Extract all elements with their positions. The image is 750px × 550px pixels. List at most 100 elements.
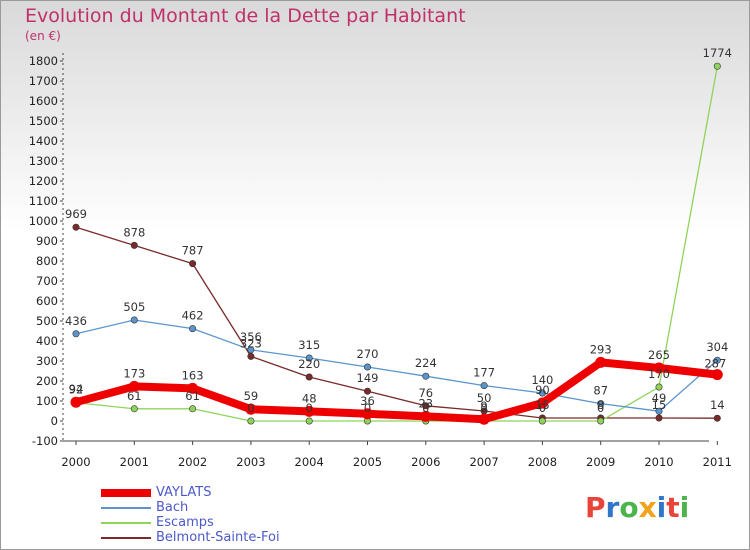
data-label: 0 (364, 401, 371, 415)
data-point (72, 223, 80, 231)
y-tick-label: 300 (36, 354, 58, 368)
data-point (422, 402, 430, 410)
data-label: 94 (69, 382, 84, 396)
data-point (478, 413, 490, 425)
data-point (653, 362, 665, 374)
data-label: 49 (652, 391, 667, 405)
data-label: 170 (648, 367, 670, 381)
legend-swatch-escamps (101, 521, 151, 524)
data-point (305, 354, 313, 362)
data-point (362, 408, 373, 420)
data-point (597, 417, 605, 425)
data-label: 9 (480, 399, 487, 413)
data-label: 265 (648, 348, 670, 362)
y-tick-label: 600 (36, 294, 58, 308)
x-tick-label: 2005 (353, 455, 382, 469)
data-point (713, 414, 721, 422)
data-point (130, 241, 138, 249)
data-label: 969 (65, 207, 87, 221)
data-point (713, 62, 721, 70)
data-point (655, 407, 663, 415)
data-point (538, 389, 546, 397)
data-label: 8 (597, 398, 604, 412)
data-point (711, 369, 723, 381)
x-tick-label: 2000 (61, 455, 90, 469)
data-point (130, 405, 138, 413)
data-point (247, 346, 255, 354)
logo-letter: x (638, 491, 657, 524)
data-label: 787 (182, 244, 204, 258)
y-tick-label: 500 (36, 314, 58, 328)
series-line-escamps (75, 66, 718, 422)
legend-label: VAYLATS (156, 485, 212, 500)
data-point (305, 417, 313, 425)
data-label: 878 (123, 225, 145, 239)
data-point (713, 356, 721, 364)
data-point (536, 397, 548, 409)
logo-letter: o (619, 491, 639, 524)
data-label: 0 (480, 401, 487, 415)
x-tick-label: 2009 (586, 455, 615, 469)
y-tick-label: 1500 (29, 114, 58, 128)
legend-label: Escamps (156, 515, 214, 530)
series-line-bach (75, 319, 718, 412)
y-tick-label: 1800 (29, 54, 58, 68)
data-label: 92 (69, 383, 84, 397)
legend-item: Escamps (101, 515, 280, 530)
data-point (130, 316, 138, 324)
x-tick-label: 2010 (644, 455, 673, 469)
data-label: 224 (415, 356, 437, 370)
logo-letter: i (656, 491, 667, 524)
chart-title: Evolution du Montant de la Dette par Hab… (25, 5, 466, 27)
y-tick-label: 1100 (29, 194, 58, 208)
data-point (422, 372, 430, 380)
data-point (303, 405, 315, 417)
x-tick-label: 2011 (703, 455, 732, 469)
y-tick-label: 1200 (29, 174, 58, 188)
data-point (189, 325, 197, 333)
data-point (247, 352, 255, 360)
data-label: 0 (306, 401, 313, 415)
data-point (245, 403, 257, 415)
data-label: 15 (652, 398, 667, 412)
data-label: 0 (422, 401, 429, 415)
y-tick-label: 400 (36, 334, 58, 348)
data-label: 270 (357, 347, 379, 361)
data-label: 436 (65, 314, 87, 328)
data-labels: 94 173 163 59 48 36 23 9 90 293 265 436 505 462 356 315… (65, 46, 732, 415)
data-point (655, 414, 663, 422)
y-tick-label: 1300 (29, 154, 58, 168)
y-tick-label: 1700 (29, 74, 58, 88)
data-point (597, 400, 605, 408)
data-point (305, 373, 313, 381)
data-label: 293 (590, 342, 612, 356)
logo-letter: i (679, 491, 690, 524)
data-label: 505 (123, 300, 145, 314)
data-label: 0 (247, 401, 254, 415)
legend-swatch-vaylats (101, 488, 151, 497)
data-point (595, 356, 607, 368)
data-label: 87 (593, 384, 608, 398)
legend-swatch-bach (101, 506, 151, 509)
data-label: 0 (597, 401, 604, 415)
data-point (189, 260, 197, 268)
y-tick-label: 700 (36, 274, 58, 288)
data-label: 140 (531, 373, 553, 387)
x-tick-label: 2008 (528, 455, 557, 469)
data-point (655, 383, 663, 391)
data-label: 1774 (703, 46, 732, 60)
data-label: 90 (535, 383, 550, 397)
data-label: 50 (477, 391, 492, 405)
chart-unit-label: (en €) (25, 29, 61, 43)
data-label: 149 (357, 371, 379, 385)
series-line-belmont-sainte-foi (75, 226, 718, 419)
legend-swatch-belmont (101, 536, 151, 539)
legend-item: Bach (101, 500, 280, 515)
y-tick-label: -100 (32, 434, 58, 448)
legend-item: Belmont-Sainte-Foi (101, 530, 280, 545)
y-tick-label: 1000 (29, 214, 58, 228)
y-tick-label: 1600 (29, 94, 58, 108)
x-tick-label: 2004 (295, 455, 324, 469)
